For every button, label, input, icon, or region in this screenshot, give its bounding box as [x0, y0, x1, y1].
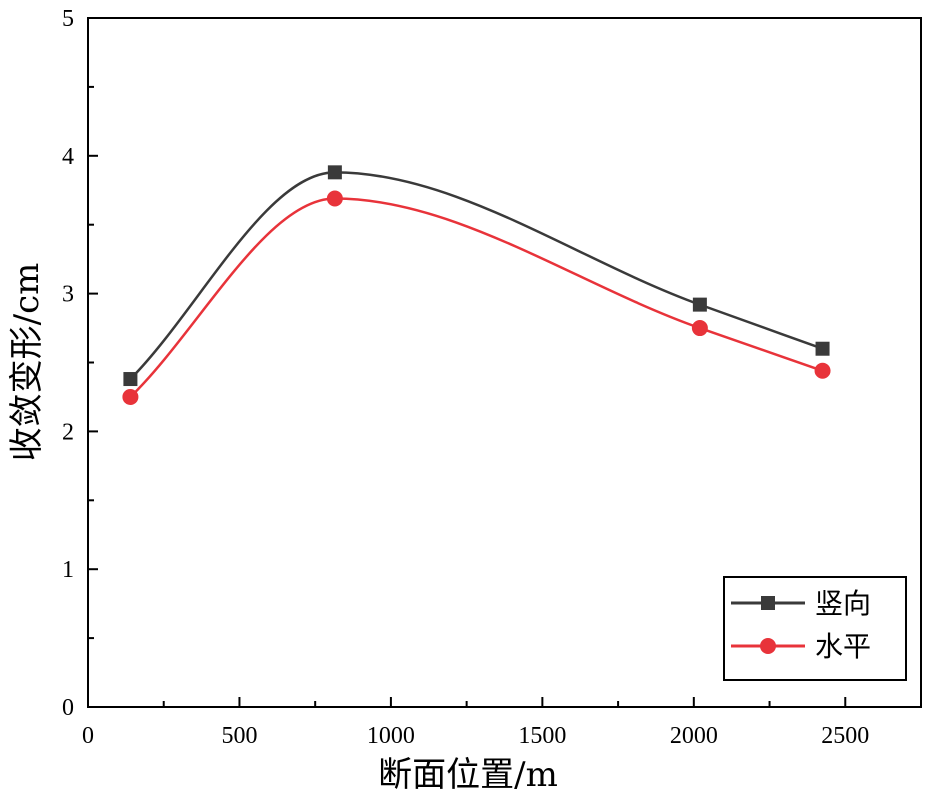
data-point-vertical: [123, 372, 138, 387]
legend-label-vertical: 竖向: [815, 587, 871, 620]
legend-label-horizontal: 水平: [815, 630, 871, 663]
data-point-horizontal: [814, 362, 831, 379]
series-line-vertical: [129, 171, 823, 380]
y-tick-label: 1: [62, 557, 74, 583]
series-layer: [122, 165, 831, 405]
data-point-vertical: [692, 297, 707, 312]
data-point-vertical: [815, 341, 830, 356]
x-tick-label: 2000: [670, 723, 718, 749]
legend: 竖向 水平: [723, 576, 907, 681]
data-point-horizontal: [691, 320, 708, 337]
legend-marker-vertical: [761, 596, 775, 610]
y-axis-title: 收敛变形/cm: [7, 263, 47, 462]
data-point-horizontal: [326, 190, 343, 207]
x-tick-label: 500: [221, 723, 257, 749]
series-line-horizontal: [129, 197, 823, 398]
x-axis-title: 断面位置/m: [378, 755, 558, 794]
y-tick-label: 0: [62, 695, 74, 721]
legend-box: [723, 576, 907, 681]
x-tick-label: 1000: [367, 723, 415, 749]
data-point-vertical: [327, 165, 342, 180]
legend-marker-horizontal: [760, 638, 776, 654]
y-tick-label: 2: [62, 419, 74, 445]
data-point-horizontal: [122, 388, 139, 405]
y-tick-label: 4: [62, 144, 74, 170]
x-tick-label: 2500: [821, 723, 869, 749]
x-tick-label: 0: [82, 723, 94, 749]
y-tick-label: 5: [62, 6, 74, 32]
x-tick-label: 1500: [518, 723, 566, 749]
axis-ticks: 0 500 1000 1500 2000 2500 0 1 2 3 4 5: [62, 6, 922, 749]
y-tick-label: 3: [62, 282, 74, 308]
